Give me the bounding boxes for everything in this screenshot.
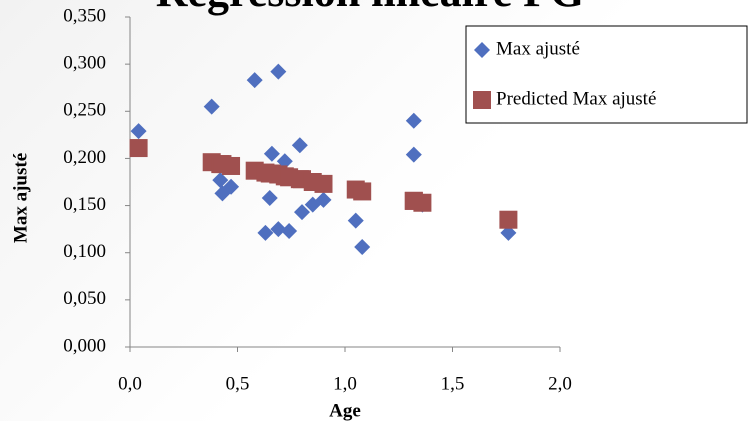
point bbox=[203, 98, 220, 115]
point bbox=[257, 224, 274, 241]
x-tick-label: 2,0 bbox=[548, 373, 572, 394]
y-tick-label: 0,300 bbox=[63, 53, 106, 74]
x-tick-label: 1,5 bbox=[441, 373, 465, 394]
point bbox=[405, 146, 422, 163]
y-tick-label: 0,250 bbox=[63, 100, 106, 121]
y-tick-label: 0,350 bbox=[63, 5, 106, 26]
point bbox=[261, 190, 278, 207]
y-tick-label: 0,050 bbox=[63, 288, 106, 309]
point bbox=[130, 123, 147, 140]
point bbox=[129, 139, 148, 158]
point bbox=[212, 172, 229, 189]
point bbox=[291, 137, 308, 154]
point bbox=[315, 191, 332, 208]
point bbox=[246, 72, 263, 89]
y-tick-label: 0,150 bbox=[63, 194, 106, 215]
y-tick-label: 0,200 bbox=[63, 147, 106, 168]
chart-title: Régression linéaire PG bbox=[156, 0, 585, 16]
point bbox=[314, 174, 333, 193]
point bbox=[347, 212, 364, 229]
x-tick-label: 0,5 bbox=[226, 373, 250, 394]
x-tick-label: 1,0 bbox=[333, 373, 357, 394]
point bbox=[500, 224, 517, 241]
point bbox=[405, 112, 422, 129]
y-tick-label: 0,100 bbox=[63, 241, 106, 262]
point bbox=[354, 239, 371, 256]
legend-swatch bbox=[473, 91, 491, 109]
point bbox=[294, 204, 310, 221]
legend-swatch bbox=[474, 42, 490, 58]
point bbox=[263, 145, 280, 162]
point bbox=[413, 193, 432, 212]
point bbox=[353, 182, 372, 201]
legend-label: Max ajusté bbox=[496, 38, 580, 59]
y-tick-label: 0,000 bbox=[63, 335, 106, 356]
point bbox=[270, 221, 287, 238]
point bbox=[499, 210, 518, 229]
point bbox=[223, 178, 240, 195]
legend-label: Predicted Max ajusté bbox=[496, 88, 656, 109]
point bbox=[270, 63, 287, 80]
y-axis-label: Max ajusté bbox=[10, 153, 31, 243]
point bbox=[281, 223, 298, 240]
x-tick-label: 0,0 bbox=[118, 373, 142, 394]
legend-box bbox=[465, 25, 748, 124]
point bbox=[222, 156, 241, 175]
x-axis-label: Age bbox=[329, 400, 361, 421]
